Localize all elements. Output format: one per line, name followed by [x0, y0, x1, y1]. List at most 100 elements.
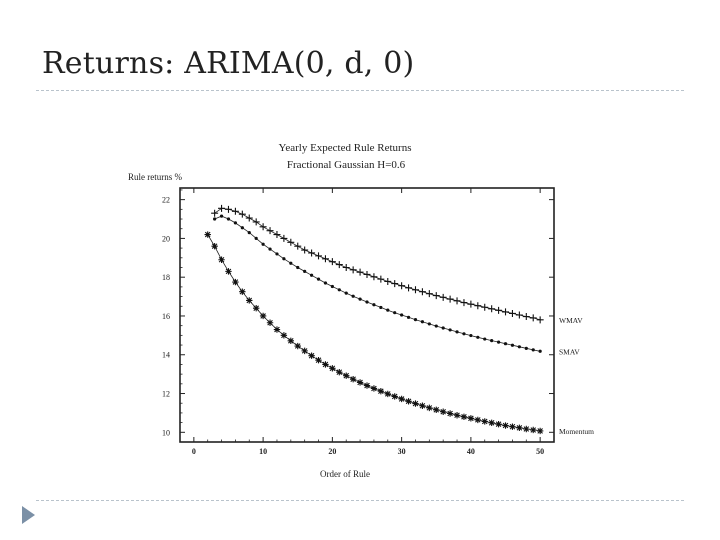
data-point [418, 288, 426, 296]
slide-title: Returns: ARIMA(0, d, 0) [42, 46, 415, 81]
data-point [419, 402, 426, 409]
data-point [358, 297, 362, 301]
x-axis-label: Order of Rule [320, 469, 370, 479]
data-point [294, 342, 301, 350]
data-point [335, 261, 343, 269]
data-point [336, 368, 343, 376]
data-point [238, 210, 246, 218]
title-divider [36, 90, 684, 91]
data-point [211, 242, 218, 250]
series-momentum [204, 231, 544, 435]
data-point [289, 261, 293, 265]
data-point [467, 415, 475, 422]
data-point [529, 314, 537, 322]
data-point [508, 309, 516, 317]
data-point [495, 420, 502, 428]
data-point [232, 278, 239, 286]
data-point [432, 292, 440, 300]
data-point [351, 294, 355, 298]
data-point [522, 313, 530, 321]
data-point [439, 293, 447, 301]
data-point [469, 333, 473, 338]
data-point [280, 234, 288, 242]
data-point [496, 340, 501, 344]
chart-title: Yearly Expected Rule Returns [279, 142, 412, 154]
data-point [315, 252, 323, 260]
data-point [488, 419, 495, 427]
y-tick-label: 20 [162, 234, 170, 243]
data-point [266, 227, 274, 235]
data-point [530, 426, 537, 434]
data-point [515, 311, 523, 319]
data-point [356, 379, 364, 386]
legend-momentum: Momentum [559, 427, 594, 436]
data-point [523, 425, 530, 433]
data-point [225, 268, 232, 275]
x-tick-label: 10 [259, 447, 267, 456]
y-axis-label: Rule returns % [128, 172, 182, 182]
data-point [329, 365, 336, 372]
data-point [342, 263, 350, 271]
series-smav [213, 214, 542, 353]
data-point [245, 214, 253, 222]
data-point [377, 388, 385, 395]
data-point [510, 343, 515, 347]
data-point [384, 390, 391, 398]
data-point [343, 372, 350, 379]
data-point [363, 382, 371, 389]
data-point [441, 326, 445, 330]
data-point [439, 408, 447, 415]
data-point [474, 302, 482, 310]
data-point [296, 265, 300, 270]
data-point [434, 324, 438, 328]
data-point [384, 277, 392, 285]
y-tick-label: 14 [162, 351, 170, 360]
data-point [259, 223, 267, 231]
data-point [287, 238, 295, 246]
data-point [433, 406, 440, 414]
data-point [391, 280, 399, 288]
data-point [365, 300, 369, 304]
data-point [490, 338, 494, 343]
data-point [481, 418, 488, 425]
data-point [398, 282, 406, 290]
bullet-arrow-icon [22, 506, 35, 524]
data-point [349, 266, 357, 274]
data-point [275, 252, 279, 256]
data-point [425, 290, 433, 298]
data-point [315, 356, 322, 364]
y-tick-label: 12 [162, 390, 170, 399]
data-point [488, 305, 496, 313]
data-point [391, 393, 398, 400]
data-point [308, 249, 316, 257]
data-point [460, 299, 468, 307]
data-point [538, 349, 542, 353]
data-point [309, 273, 314, 277]
data-point [266, 319, 274, 326]
data-point [211, 209, 219, 217]
data-point [233, 221, 238, 225]
data-point [239, 288, 246, 295]
data-point [204, 231, 211, 238]
data-point [502, 422, 509, 429]
data-point [218, 256, 225, 263]
data-point [405, 284, 413, 292]
data-point [524, 346, 528, 350]
series-line [214, 215, 541, 352]
x-tick-label: 50 [536, 447, 544, 456]
data-point [536, 427, 544, 435]
series-line [207, 234, 541, 432]
data-point [356, 268, 364, 276]
y-tick-label: 10 [162, 428, 170, 437]
data-point [503, 342, 508, 346]
data-point [246, 297, 253, 304]
data-point [495, 306, 503, 314]
data-point [294, 242, 302, 250]
data-point [462, 332, 466, 336]
data-point [363, 270, 371, 278]
data-point [426, 404, 433, 412]
data-point [224, 205, 232, 213]
data-point [330, 284, 334, 289]
data-point [219, 214, 224, 218]
